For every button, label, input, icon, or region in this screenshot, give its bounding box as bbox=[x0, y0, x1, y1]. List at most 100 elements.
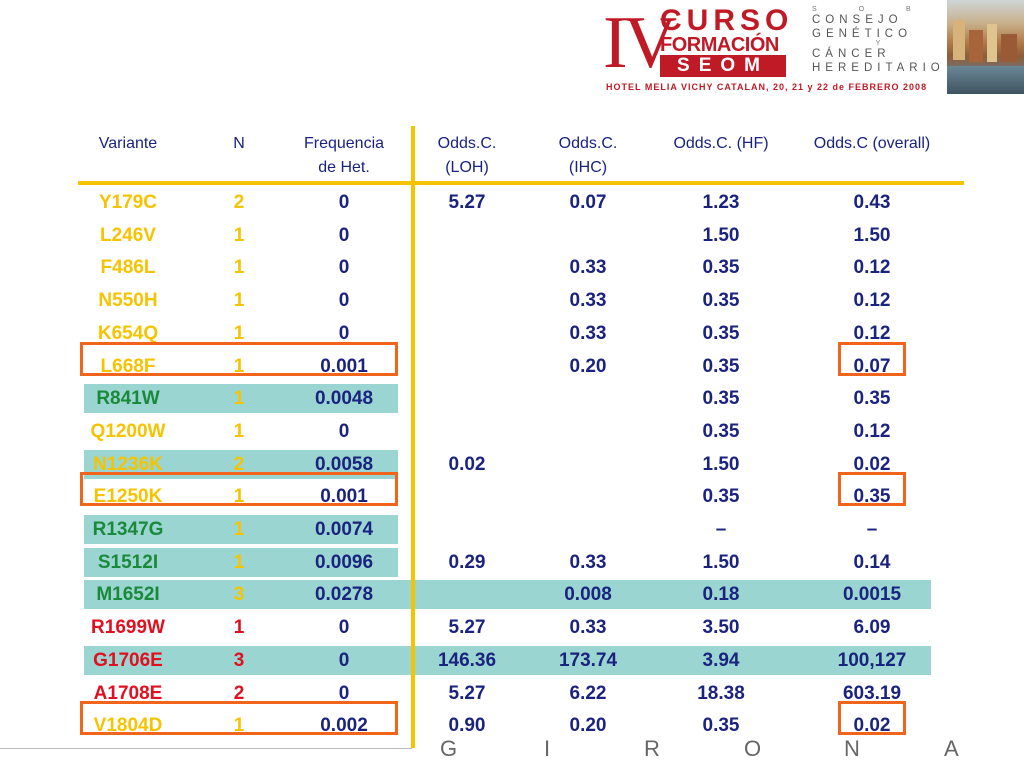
cell-loh: 5.27 bbox=[448, 192, 486, 213]
cell-n: 1 bbox=[233, 257, 245, 278]
table-row: Y179C 2 0 5.27 0.07 1.23 0.43 bbox=[0, 189, 1024, 217]
cell-variant: Y179C bbox=[98, 192, 158, 213]
cell-n: 1 bbox=[233, 486, 245, 507]
cell-hf: 0.35 bbox=[702, 421, 740, 442]
cell-n: 1 bbox=[233, 519, 245, 540]
cell-loh bbox=[417, 581, 517, 609]
table-row: G1706E 3 0 146.36 173.74 3.94 100,127 bbox=[0, 647, 1024, 675]
side-line-2: GENÉTICO bbox=[812, 28, 913, 40]
cell-ihc: 0.33 bbox=[569, 290, 607, 311]
cell-ihc bbox=[538, 418, 638, 446]
formacion-title: FORMACIÓN bbox=[660, 34, 779, 56]
table-row: R841W 1 0.0048 0.35 0.35 bbox=[0, 385, 1024, 413]
cell-hf: 3.94 bbox=[702, 650, 740, 671]
cell-hf: 3.50 bbox=[702, 617, 740, 638]
cell-hf: 1.50 bbox=[702, 454, 740, 475]
cell-hf: 0.35 bbox=[702, 290, 740, 311]
cell-ihc: 0.33 bbox=[569, 257, 607, 278]
col-header-variant: Variante bbox=[98, 135, 158, 152]
cell-ihc bbox=[538, 222, 638, 250]
cell-variant: E1250K bbox=[93, 486, 163, 507]
cell-variant: L668F bbox=[100, 356, 156, 377]
cell-het: 0.0074 bbox=[314, 519, 374, 540]
cell-n: 2 bbox=[233, 683, 245, 704]
highlight-box-overall bbox=[838, 342, 906, 376]
cell-overall: 6.09 bbox=[853, 617, 891, 638]
cell-hf: 1.50 bbox=[702, 225, 740, 246]
cell-overall: 0.07 bbox=[853, 356, 891, 377]
row-highlight bbox=[84, 515, 398, 544]
cell-overall: 0.02 bbox=[853, 454, 891, 475]
cell-hf: 0.35 bbox=[702, 257, 740, 278]
table-row: V1804D 1 0.002 0.90 0.20 0.35 0.02 bbox=[0, 712, 1024, 740]
cell-loh: 0.02 bbox=[448, 454, 486, 475]
cell-het: 0 bbox=[338, 323, 350, 344]
table-row: R1699W 1 0 5.27 0.33 3.50 6.09 bbox=[0, 614, 1024, 642]
cell-variant: L246V bbox=[100, 225, 156, 246]
cell-het: 0.001 bbox=[320, 486, 368, 507]
row-highlight bbox=[84, 384, 398, 413]
cell-variant: N550H bbox=[98, 290, 158, 311]
cell-loh bbox=[417, 287, 517, 315]
girona-letter: R bbox=[644, 736, 660, 761]
table-row: L668F 1 0.001 0.20 0.35 0.07 bbox=[0, 353, 1024, 381]
cell-het: 0 bbox=[338, 617, 350, 638]
cell-het: 0 bbox=[338, 225, 350, 246]
girona-letter: N bbox=[844, 736, 860, 761]
cell-variant: S1512I bbox=[97, 552, 159, 573]
cell-variant: M1652I bbox=[96, 584, 160, 605]
cell-het: 0.0278 bbox=[314, 584, 374, 605]
cell-het: 0 bbox=[338, 192, 350, 213]
cell-hf: 1.23 bbox=[702, 192, 740, 213]
cell-ihc bbox=[538, 385, 638, 413]
side-line-3: CÁNCER bbox=[812, 48, 891, 60]
cell-overall: 0.14 bbox=[853, 552, 891, 573]
cell-n: 1 bbox=[233, 421, 245, 442]
cell-n: 1 bbox=[233, 552, 245, 573]
cell-het: 0.0048 bbox=[314, 388, 374, 409]
col-header-loh: Odds.C. (LOH) bbox=[437, 135, 497, 176]
cell-overall: 603.19 bbox=[842, 683, 902, 704]
cell-het: 0 bbox=[338, 257, 350, 278]
cell-n: 3 bbox=[233, 584, 245, 605]
cell-overall: 0.43 bbox=[853, 192, 891, 213]
cell-n: 3 bbox=[233, 650, 245, 671]
girona-letter: A bbox=[944, 736, 959, 761]
cell-loh bbox=[417, 222, 517, 250]
highlight-box-left bbox=[80, 342, 398, 376]
curso-title: CURSO bbox=[660, 4, 794, 37]
table-row: E1250K 1 0.001 0.35 0.35 bbox=[0, 483, 1024, 511]
cell-het: 0 bbox=[338, 421, 350, 442]
header: IV CURSO FORMACIÓN SEOM HOTEL MELIA VICH… bbox=[0, 0, 1024, 100]
side-line-4: HEREDITARIO bbox=[812, 62, 945, 74]
cell-overall: – bbox=[866, 519, 878, 540]
cell-hf: – bbox=[715, 519, 727, 540]
cell-hf: 0.18 bbox=[702, 584, 740, 605]
cell-ihc bbox=[538, 483, 638, 511]
col-header-hf: Odds.C. (HF) bbox=[673, 135, 769, 152]
table-row: L246V 1 0 1.50 1.50 bbox=[0, 222, 1024, 250]
cell-overall: 0.12 bbox=[853, 257, 891, 278]
table-row: M1652I 3 0.0278 0.008 0.18 0.0015 bbox=[0, 581, 1024, 609]
cell-hf: 0.35 bbox=[702, 715, 740, 736]
cell-hf: 18.38 bbox=[697, 683, 745, 704]
cell-loh: 0.29 bbox=[448, 552, 486, 573]
cell-variant: G1706E bbox=[93, 650, 163, 671]
cell-variant: A1708E bbox=[93, 683, 163, 704]
bottom-rule bbox=[0, 748, 412, 749]
table-row: Q1200W 1 0 0.35 0.12 bbox=[0, 418, 1024, 446]
cell-het: 0 bbox=[338, 683, 350, 704]
row-highlight bbox=[84, 548, 398, 577]
cell-n: 1 bbox=[233, 715, 245, 736]
highlight-box-left bbox=[80, 472, 398, 506]
header-divider bbox=[78, 181, 964, 185]
cell-variant: V1804D bbox=[93, 715, 163, 736]
cell-n: 1 bbox=[233, 617, 245, 638]
side-small-1: S O B R E bbox=[812, 6, 1024, 13]
cell-variant: F486L bbox=[100, 257, 156, 278]
col-header-n: N bbox=[233, 135, 245, 152]
cell-loh bbox=[417, 320, 517, 348]
cell-variant: Q1200W bbox=[90, 421, 166, 442]
cell-loh bbox=[417, 418, 517, 446]
cell-n: 1 bbox=[233, 356, 245, 377]
